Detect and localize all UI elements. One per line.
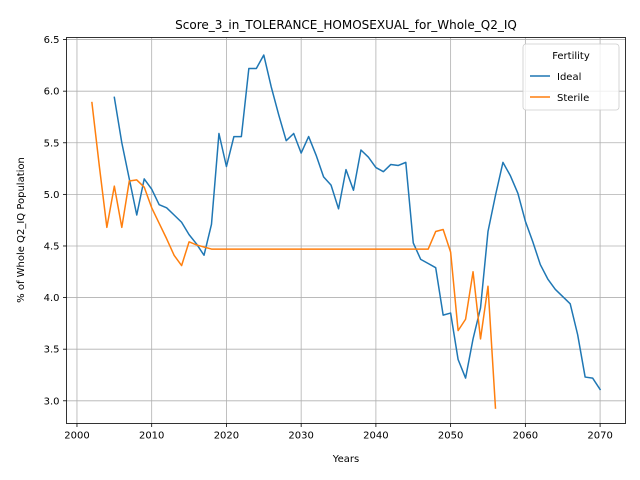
x-tick-label: 2020 bbox=[214, 431, 239, 442]
x-tick-label: 2000 bbox=[64, 431, 89, 442]
y-tick-label: 4.5 bbox=[44, 241, 60, 252]
y-tick-label: 6.5 bbox=[44, 35, 60, 46]
y-axis-label: % of Whole Q2_IQ Population bbox=[16, 157, 27, 303]
y-tick-label: 3.5 bbox=[44, 345, 60, 356]
legend: Fertility Ideal Sterile bbox=[522, 43, 620, 111]
y-tick-label: 3.0 bbox=[44, 396, 60, 407]
plot-frame bbox=[66, 37, 626, 424]
x-tick-label: 2010 bbox=[139, 431, 164, 442]
x-tick-label: 2070 bbox=[587, 431, 612, 442]
x-tick-label: 2040 bbox=[363, 431, 388, 442]
x-axis-label: Years bbox=[332, 454, 359, 465]
y-tick-label: 4.0 bbox=[44, 293, 60, 304]
x-axis: 2000 2010 2020 2030 2040 2050 2060 2070 bbox=[64, 423, 613, 442]
y-axis: 3.0 3.5 4.0 4.5 5.0 5.5 6.0 6.5 bbox=[44, 35, 67, 407]
y-tick-label: 5.0 bbox=[44, 190, 60, 201]
y-tick-label: 5.5 bbox=[44, 138, 60, 149]
x-tick-label: 2050 bbox=[438, 431, 463, 442]
chart-title: Score_3_in_TOLERANCE_HOMOSEXUAL_for_Whol… bbox=[175, 18, 517, 32]
y-tick-label: 6.0 bbox=[44, 87, 60, 98]
legend-label-ideal: Ideal bbox=[557, 72, 581, 83]
legend-box bbox=[522, 43, 620, 111]
series-lines bbox=[91, 54, 602, 409]
legend-label-sterile: Sterile bbox=[557, 93, 589, 104]
x-tick-label: 2030 bbox=[288, 431, 313, 442]
series-line-ideal bbox=[113, 54, 602, 391]
legend-title: Fertility bbox=[552, 51, 590, 62]
series-line-sterile bbox=[91, 101, 497, 409]
x-tick-label: 2060 bbox=[513, 431, 538, 442]
